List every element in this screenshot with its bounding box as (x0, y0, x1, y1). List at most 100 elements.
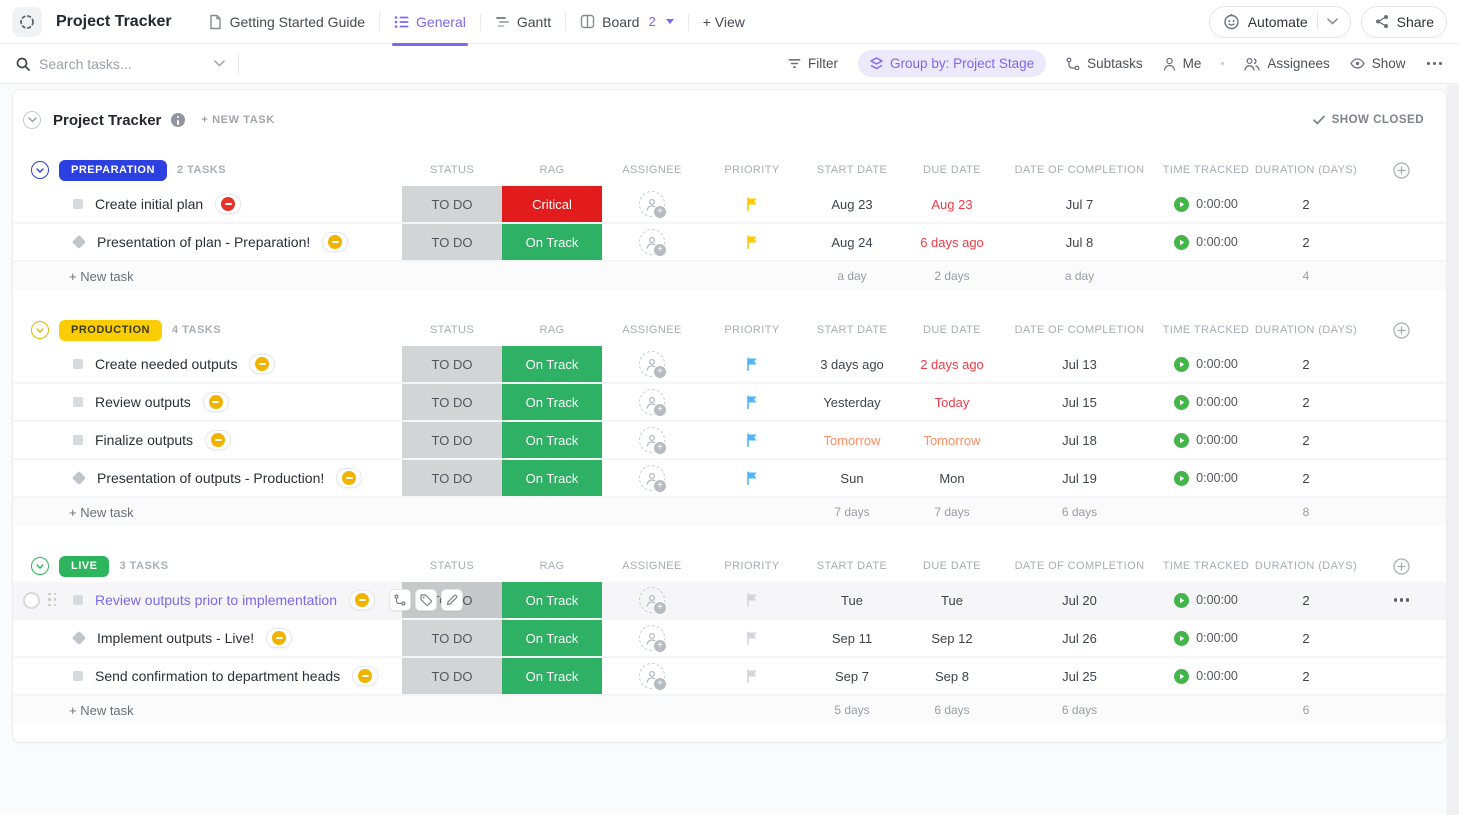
start-date-cell[interactable]: Aug 24 (831, 234, 873, 250)
priority-cell[interactable] (702, 384, 802, 420)
column-header-start-date[interactable]: START DATE (816, 324, 888, 336)
task-row[interactable]: Create initial plan TO DO Critical Aug 2… (13, 186, 1446, 224)
more-options-icon[interactable] (1432, 61, 1436, 66)
group-name-pill[interactable]: LIVE (59, 555, 110, 577)
start-date-cell[interactable]: Aug 23 (831, 196, 873, 212)
task-row[interactable]: Finalize outputs TO DO On Track Tomorrow… (13, 422, 1446, 460)
column-header-date-of-completion[interactable]: DATE OF COMPLETION (1014, 164, 1145, 176)
dependency-badge[interactable] (205, 430, 232, 450)
due-date-cell[interactable]: 6 days ago (920, 234, 984, 250)
duration-cell[interactable]: 2 (1302, 630, 1310, 646)
show-closed-toggle[interactable]: SHOW CLOSED (1312, 114, 1424, 126)
status-cell[interactable]: TO DO (402, 224, 502, 260)
column-header-rag[interactable]: RAG (539, 560, 565, 572)
priority-cell[interactable] (702, 186, 802, 222)
add-column-icon[interactable] (1357, 550, 1446, 582)
row-more-icon[interactable] (1399, 598, 1404, 602)
duration-cell[interactable]: 2 (1302, 196, 1310, 212)
task-row[interactable]: Create needed outputs TO DO On Track 3 d… (13, 346, 1446, 384)
task-name[interactable]: Review outputs prior to implementation (95, 592, 338, 608)
task-name[interactable]: Review outputs (95, 394, 191, 410)
completion-date-cell[interactable]: Jul 8 (1065, 234, 1094, 250)
column-header-time-tracked[interactable]: TIME TRACKED (1162, 324, 1250, 336)
share-button[interactable]: Share (1360, 5, 1447, 38)
duration-cell[interactable]: 2 (1302, 356, 1310, 372)
drag-handle[interactable] (48, 592, 58, 608)
column-header-start-date[interactable]: START DATE (816, 560, 888, 572)
time-tracked-cell[interactable]: 0:00:00 (1157, 658, 1255, 694)
add-subtask-button[interactable] (389, 589, 412, 611)
chevron-down-icon[interactable] (214, 60, 225, 67)
completion-date-cell[interactable]: Jul 13 (1062, 356, 1097, 372)
group-name-pill[interactable]: PRODUCTION (59, 319, 162, 341)
column-header-status[interactable]: STATUS (429, 560, 475, 572)
group-name-pill[interactable]: PREPARATION (59, 159, 167, 181)
assignee-cell[interactable] (602, 224, 702, 260)
dependency-badge[interactable] (266, 628, 293, 648)
due-date-cell[interactable]: Mon (939, 470, 965, 486)
status-cell[interactable]: TO DO (402, 460, 502, 496)
dependency-badge[interactable] (349, 590, 376, 610)
column-header-assignee[interactable]: ASSIGNEE (622, 324, 682, 336)
rag-cell[interactable]: On Track (502, 384, 602, 420)
completion-date-cell[interactable]: Jul 15 (1062, 394, 1097, 410)
add-task-row[interactable]: + New task (69, 268, 134, 284)
priority-cell[interactable] (702, 422, 802, 458)
task-name[interactable]: Create initial plan (95, 196, 204, 212)
priority-cell[interactable] (702, 582, 802, 618)
column-header-status[interactable]: STATUS (429, 324, 475, 336)
due-date-cell[interactable]: Today (934, 394, 970, 410)
add-tag-button[interactable] (415, 589, 438, 611)
add-column-icon[interactable] (1357, 314, 1446, 346)
due-date-cell[interactable]: Sep 12 (931, 630, 973, 646)
rename-task-button[interactable] (441, 589, 464, 611)
column-header-date-of-completion[interactable]: DATE OF COMPLETION (1014, 560, 1145, 572)
add-task-row[interactable]: + New task (69, 702, 134, 718)
assignee-cell[interactable] (602, 460, 702, 496)
collapse-group-chevron-icon[interactable] (31, 161, 49, 179)
time-tracked-cell[interactable]: 0:00:00 (1157, 384, 1255, 420)
column-header-time-tracked[interactable]: TIME TRACKED (1162, 164, 1250, 176)
rag-cell[interactable]: On Track (502, 582, 602, 618)
task-name[interactable]: Send confirmation to department heads (95, 668, 341, 684)
column-header-due-date[interactable]: DUE DATE (922, 560, 981, 572)
completion-date-cell[interactable]: Jul 19 (1062, 470, 1097, 486)
assignees-button[interactable]: Assignees (1244, 56, 1330, 71)
due-date-cell[interactable]: Aug 23 (931, 196, 973, 212)
vertical-scrollbar[interactable] (1447, 85, 1459, 815)
start-date-cell[interactable]: Sep 11 (831, 630, 873, 646)
rag-cell[interactable]: On Track (502, 460, 602, 496)
rag-cell[interactable]: On Track (502, 620, 602, 656)
status-cell[interactable]: TO DO (402, 620, 502, 656)
dependency-badge[interactable] (322, 232, 349, 252)
column-header-assignee[interactable]: ASSIGNEE (622, 560, 682, 572)
priority-cell[interactable] (702, 620, 802, 656)
dependency-badge[interactable] (336, 468, 363, 488)
assignee-cell[interactable] (602, 422, 702, 458)
assignee-cell[interactable] (602, 384, 702, 420)
column-header-status[interactable]: STATUS (429, 164, 475, 176)
duration-cell[interactable]: 2 (1302, 470, 1310, 486)
duration-cell[interactable]: 2 (1302, 592, 1310, 608)
column-header-priority[interactable]: PRIORITY (724, 324, 780, 336)
task-row[interactable]: Review outputs TO DO On Track Yesterday … (13, 384, 1446, 422)
rag-cell[interactable]: On Track (502, 422, 602, 458)
due-date-cell[interactable]: Tomorrow (923, 432, 981, 448)
column-header-date-of-completion[interactable]: DATE OF COMPLETION (1014, 324, 1145, 336)
tab-general[interactable]: General (380, 0, 480, 46)
column-header-duration[interactable]: DURATION (DAYS) (1254, 324, 1358, 336)
column-header-due-date[interactable]: DUE DATE (922, 164, 981, 176)
column-header-duration[interactable]: DURATION (DAYS) (1254, 164, 1358, 176)
add-view-button[interactable]: + View (689, 0, 759, 44)
rag-cell[interactable]: Critical (502, 186, 602, 222)
collapse-group-chevron-icon[interactable] (31, 321, 49, 339)
task-row[interactable]: Presentation of outputs - Production! TO… (13, 460, 1446, 498)
collapse-list-chevron-icon[interactable] (23, 111, 41, 129)
task-row[interactable]: Implement outputs - Live! TO DO On Track… (13, 620, 1446, 658)
dependency-badge[interactable] (352, 666, 379, 686)
search-input[interactable] (39, 55, 179, 72)
task-name[interactable]: Create needed outputs (95, 356, 238, 372)
column-header-start-date[interactable]: START DATE (816, 164, 888, 176)
column-header-priority[interactable]: PRIORITY (724, 164, 780, 176)
assignee-cell[interactable] (602, 658, 702, 694)
